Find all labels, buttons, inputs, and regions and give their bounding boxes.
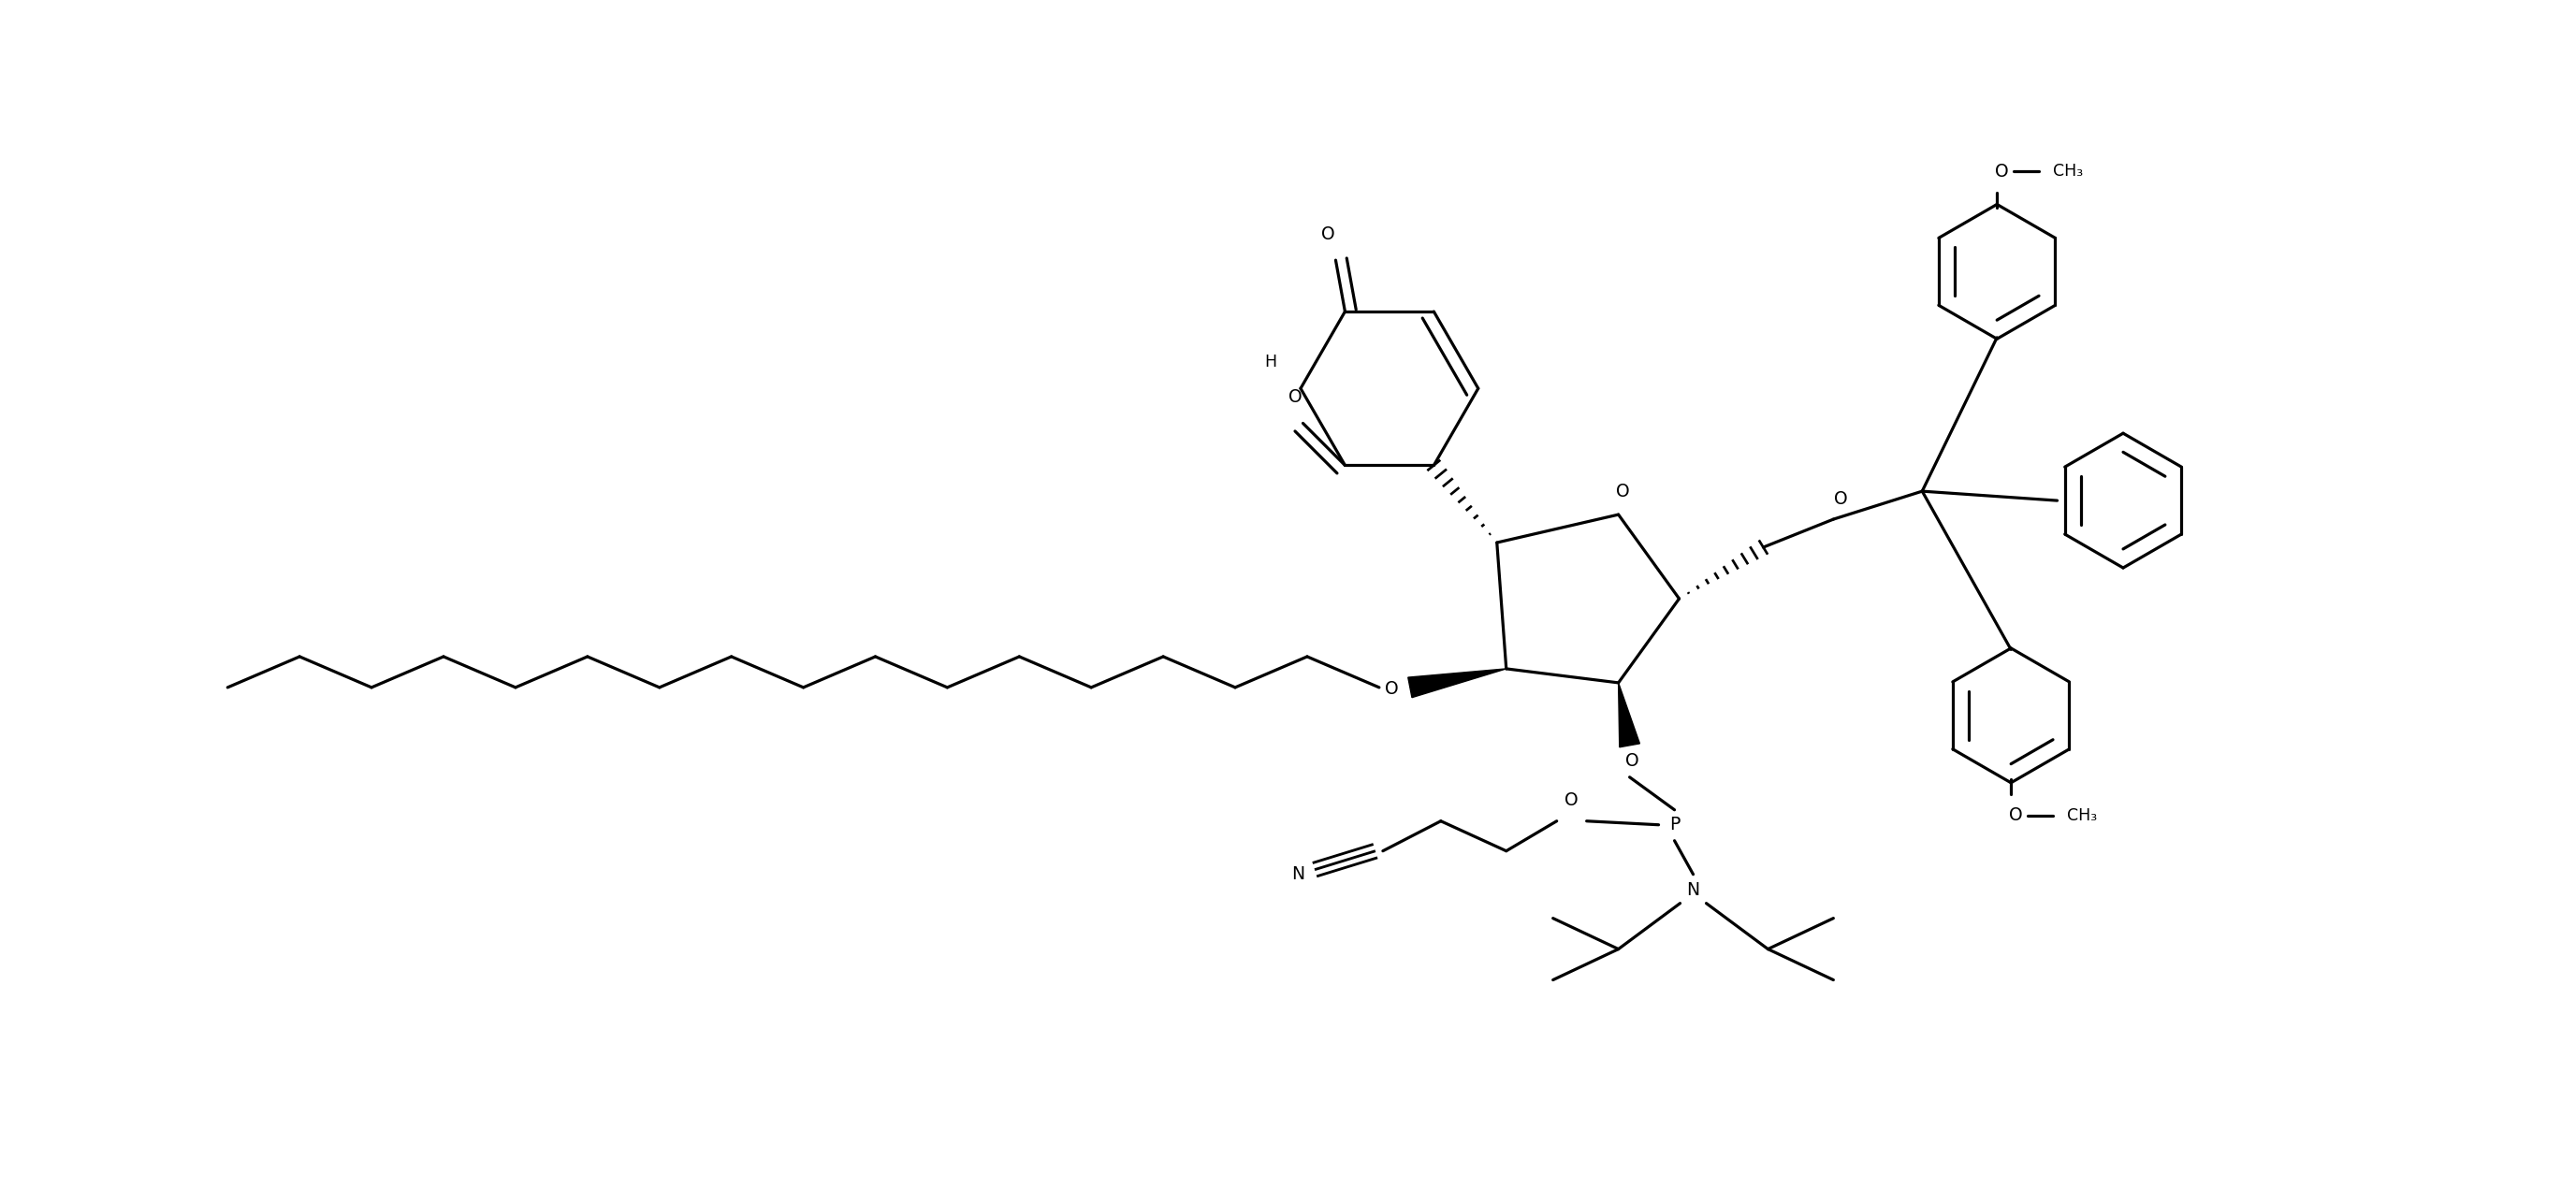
Text: O: O [1321,225,1334,242]
Polygon shape [1618,683,1641,747]
Polygon shape [1409,669,1507,697]
Text: O: O [1834,489,1847,507]
Text: N: N [1687,881,1700,899]
Text: P: P [1669,816,1680,834]
Text: O: O [1625,752,1638,770]
Text: CH₃: CH₃ [2066,807,2097,823]
Text: O: O [1383,681,1399,699]
Text: CH₃: CH₃ [2053,163,2084,181]
Text: O: O [1564,791,1579,809]
Text: O: O [2009,807,2022,824]
Text: O: O [1994,163,2009,181]
Text: H: H [1265,354,1278,371]
Text: O: O [1615,482,1631,500]
Text: O: O [1288,388,1303,406]
Text: N: N [1291,865,1303,883]
